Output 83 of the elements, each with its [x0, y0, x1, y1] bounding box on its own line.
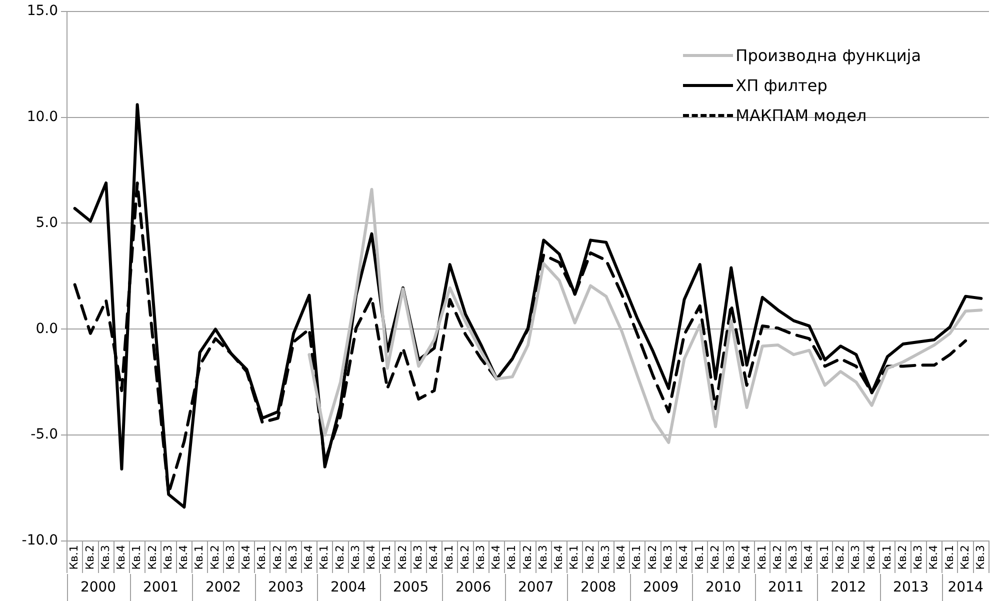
x-tick-label: Кв.2: [583, 545, 596, 570]
legend-label: МАКПАМ модел: [736, 106, 867, 124]
text: 2012: [830, 580, 866, 596]
text: 2014: [948, 580, 984, 596]
x-tick-label: Кв.3: [598, 545, 612, 570]
x-tick-label: Кв.4: [490, 545, 503, 570]
x-tick-label: Кв.3: [724, 545, 738, 570]
text: 2007: [518, 580, 554, 596]
x-tick-label: Кв.2: [770, 545, 784, 570]
x-tick-label: Кв.1: [318, 545, 331, 570]
x-tick-label: Кв.1: [630, 545, 644, 570]
x-tick-label: Кв.1: [880, 545, 894, 570]
x-tick-label: Кв.1: [505, 545, 518, 570]
x-tick-label: Кв.3: [662, 545, 675, 570]
x-tick-label: Кв.3: [974, 545, 988, 570]
x-tick-label: Кв.2: [208, 545, 222, 570]
x-tick-label: Кв.2: [333, 545, 346, 570]
y-tick-label: 10.0: [26, 108, 58, 125]
x-tick-label: Кв.2: [396, 545, 409, 570]
x-tick-label: Кв.3: [224, 545, 237, 570]
x-tick-label: Кв.4: [740, 545, 753, 570]
x-tick-label: Кв.4: [177, 545, 190, 570]
x-tick-label: Кв.4: [677, 545, 690, 570]
x-tick-label: Кв.4: [802, 545, 816, 570]
text: 2004: [330, 580, 366, 596]
text: 2003: [268, 580, 304, 596]
text: 2008: [580, 580, 616, 596]
x-tick-label: Кв.2: [896, 545, 909, 570]
x-tick-label: Кв.3: [786, 545, 800, 570]
text: 2002: [205, 580, 242, 596]
x-tick-label: Кв.4: [614, 545, 628, 570]
x-tick-label: Кв.4: [552, 545, 566, 570]
x-tick-label: Кв.3: [348, 545, 362, 570]
text: 2005: [392, 580, 429, 596]
x-tick-label: Кв.1: [192, 545, 206, 570]
x-tick-label: Кв.1: [255, 545, 268, 570]
x-tick-label: Кв.3: [536, 545, 550, 570]
y-tick-label: -10.0: [22, 532, 58, 549]
x-tick-label: Кв.4: [927, 545, 940, 570]
y-tick-label: 0.0: [36, 320, 58, 337]
x-tick-label: Кв.3: [161, 545, 174, 570]
x-tick-label: Кв.1: [755, 545, 768, 570]
x-tick-label: Кв.4: [364, 545, 378, 570]
x-tick-label: Кв.2: [83, 545, 96, 570]
x-tick-label: Кв.4: [114, 545, 128, 570]
x-tick-label: Кв.4: [427, 545, 440, 570]
text: 2011: [768, 580, 804, 596]
x-tick-label: Кв.4: [864, 545, 878, 570]
x-tick-label: Кв.2: [646, 545, 659, 570]
x-tick-label: Кв.2: [270, 545, 284, 570]
x-tick-label: Кв.4: [240, 545, 253, 570]
text: 2001: [142, 580, 179, 596]
x-tick-label: Кв.1: [942, 545, 956, 570]
text: 2006: [455, 580, 492, 596]
x-tick-label: Кв.2: [146, 545, 159, 570]
y-tick-label: 5.0: [36, 214, 58, 231]
x-tick-label: Кв.1: [818, 545, 831, 570]
x-tick-label: Кв.2: [958, 545, 972, 570]
x-tick-label: Кв.2: [708, 545, 722, 570]
x-tick-label: Кв.2: [833, 545, 846, 570]
y-tick-label: 15.0: [26, 3, 58, 20]
x-tick-label: Кв.3: [286, 545, 300, 570]
x-tick-label: Кв.3: [912, 545, 925, 570]
x-tick-label: Кв.4: [302, 545, 316, 570]
x-tick-label: Кв.1: [68, 545, 81, 570]
x-tick-label: Кв.1: [130, 545, 144, 570]
x-tick-label: Кв.2: [458, 545, 472, 570]
y-tick-label: -5.0: [30, 426, 58, 443]
x-tick-label: Кв.1: [692, 545, 706, 570]
x-tick-label: Кв.3: [411, 545, 424, 570]
text: 2000: [80, 580, 116, 596]
x-tick-label: Кв.3: [849, 545, 862, 570]
x-tick-label: Кв.2: [520, 545, 534, 570]
x-tick-label: Кв.3: [98, 545, 112, 570]
text: 2009: [643, 580, 679, 596]
text: 2010: [706, 580, 742, 596]
x-tick-label: Кв.1: [568, 545, 581, 570]
x-tick-label: Кв.1: [442, 545, 456, 570]
x-tick-label: Кв.1: [380, 545, 394, 570]
legend-label: Производна функција: [736, 46, 921, 64]
legend-label: ХП филтер: [736, 76, 828, 94]
text: 2013: [893, 580, 929, 596]
x-tick-label: Кв.3: [474, 545, 487, 570]
